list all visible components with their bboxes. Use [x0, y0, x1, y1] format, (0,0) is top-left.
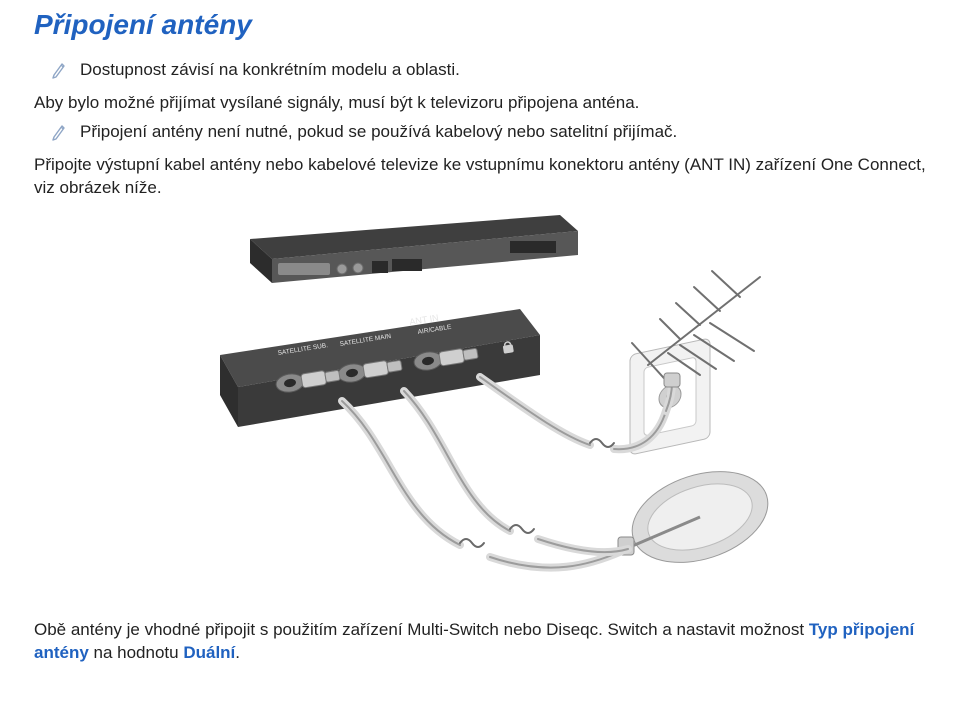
pencil-note-icon: [52, 61, 66, 79]
footer-part-e: .: [235, 643, 240, 662]
intro-text: Aby bylo možné přijímat vysílané signály…: [34, 92, 926, 115]
note-text: Dostupnost závisí na konkrétním modelu a…: [80, 59, 460, 82]
footer-part-c: na hodnotu: [89, 643, 184, 662]
footer-keyword-dual: Duální: [183, 643, 235, 662]
page: Připojení antény Dostupnost závisí na ko…: [0, 0, 960, 723]
footer-part-a: Obě antény je vhodné připojit s použitím…: [34, 620, 809, 639]
pencil-note-icon: [52, 123, 66, 141]
satellite-dish: [618, 456, 780, 579]
one-connect-box: [250, 215, 578, 283]
note-row: Dostupnost závisí na konkrétním modelu a…: [52, 59, 926, 82]
connection-diagram: ANT IN SATELLITE SUB. SATELLITE MAIN AIR…: [160, 205, 800, 605]
footer-text: Obě antény je vhodné připojit s použitím…: [34, 619, 926, 665]
note-text: Připojení antény není nutné, pokud se po…: [80, 121, 677, 144]
diagram-container: ANT IN SATELLITE SUB. SATELLITE MAIN AIR…: [34, 205, 926, 605]
page-title: Připojení antény: [34, 10, 926, 41]
note-row: Připojení antény není nutné, pokud se po…: [52, 121, 926, 144]
body-text: Připojte výstupní kabel antény nebo kabe…: [34, 154, 926, 200]
